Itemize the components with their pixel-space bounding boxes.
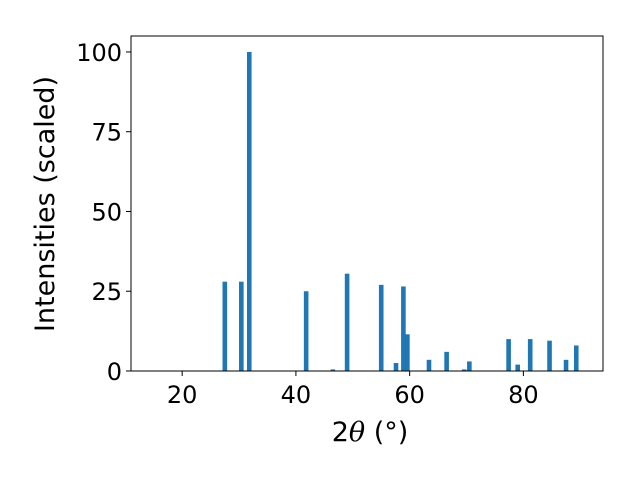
bar — [573, 345, 579, 371]
bar — [378, 284, 384, 371]
bar — [246, 51, 252, 371]
plot-frame — [130, 35, 604, 372]
bar — [393, 363, 399, 371]
y-tick-label: 100 — [76, 39, 122, 67]
y-tick-label: 25 — [91, 278, 122, 306]
bar — [330, 369, 336, 371]
x-tick-label: 60 — [394, 381, 425, 409]
bar — [405, 334, 410, 371]
x-tick-label: 20 — [167, 381, 198, 409]
bar — [344, 273, 350, 371]
bar — [461, 369, 467, 371]
bar — [506, 339, 511, 371]
y-tick-label: 50 — [91, 198, 122, 226]
bar — [426, 359, 432, 371]
bar — [239, 281, 244, 371]
x-axis-label: 2θ (°) — [332, 417, 409, 448]
bar — [401, 286, 406, 371]
bar — [515, 364, 520, 371]
x-tick-label: 40 — [281, 381, 312, 409]
y-axis-label: Intensities (scaled) — [30, 76, 61, 332]
y-tick-label: 75 — [91, 119, 122, 147]
bar — [222, 281, 228, 371]
x-axis-label-prefix: 2 — [332, 417, 349, 448]
bar — [303, 291, 309, 371]
bar — [547, 340, 552, 371]
bar — [563, 359, 569, 371]
bar — [467, 361, 472, 371]
bar — [444, 351, 449, 371]
x-axis-label-suffix: (°) — [365, 417, 408, 448]
bar — [527, 339, 533, 371]
y-tick-label: 0 — [107, 358, 122, 386]
bar-series — [222, 51, 579, 371]
x-axis-label-theta: θ — [349, 417, 365, 448]
x-tick-label: 80 — [508, 381, 539, 409]
x-axis-ticks: 20 40 60 80 — [167, 371, 539, 409]
y-axis-ticks: 0 25 50 75 100 — [76, 39, 131, 386]
